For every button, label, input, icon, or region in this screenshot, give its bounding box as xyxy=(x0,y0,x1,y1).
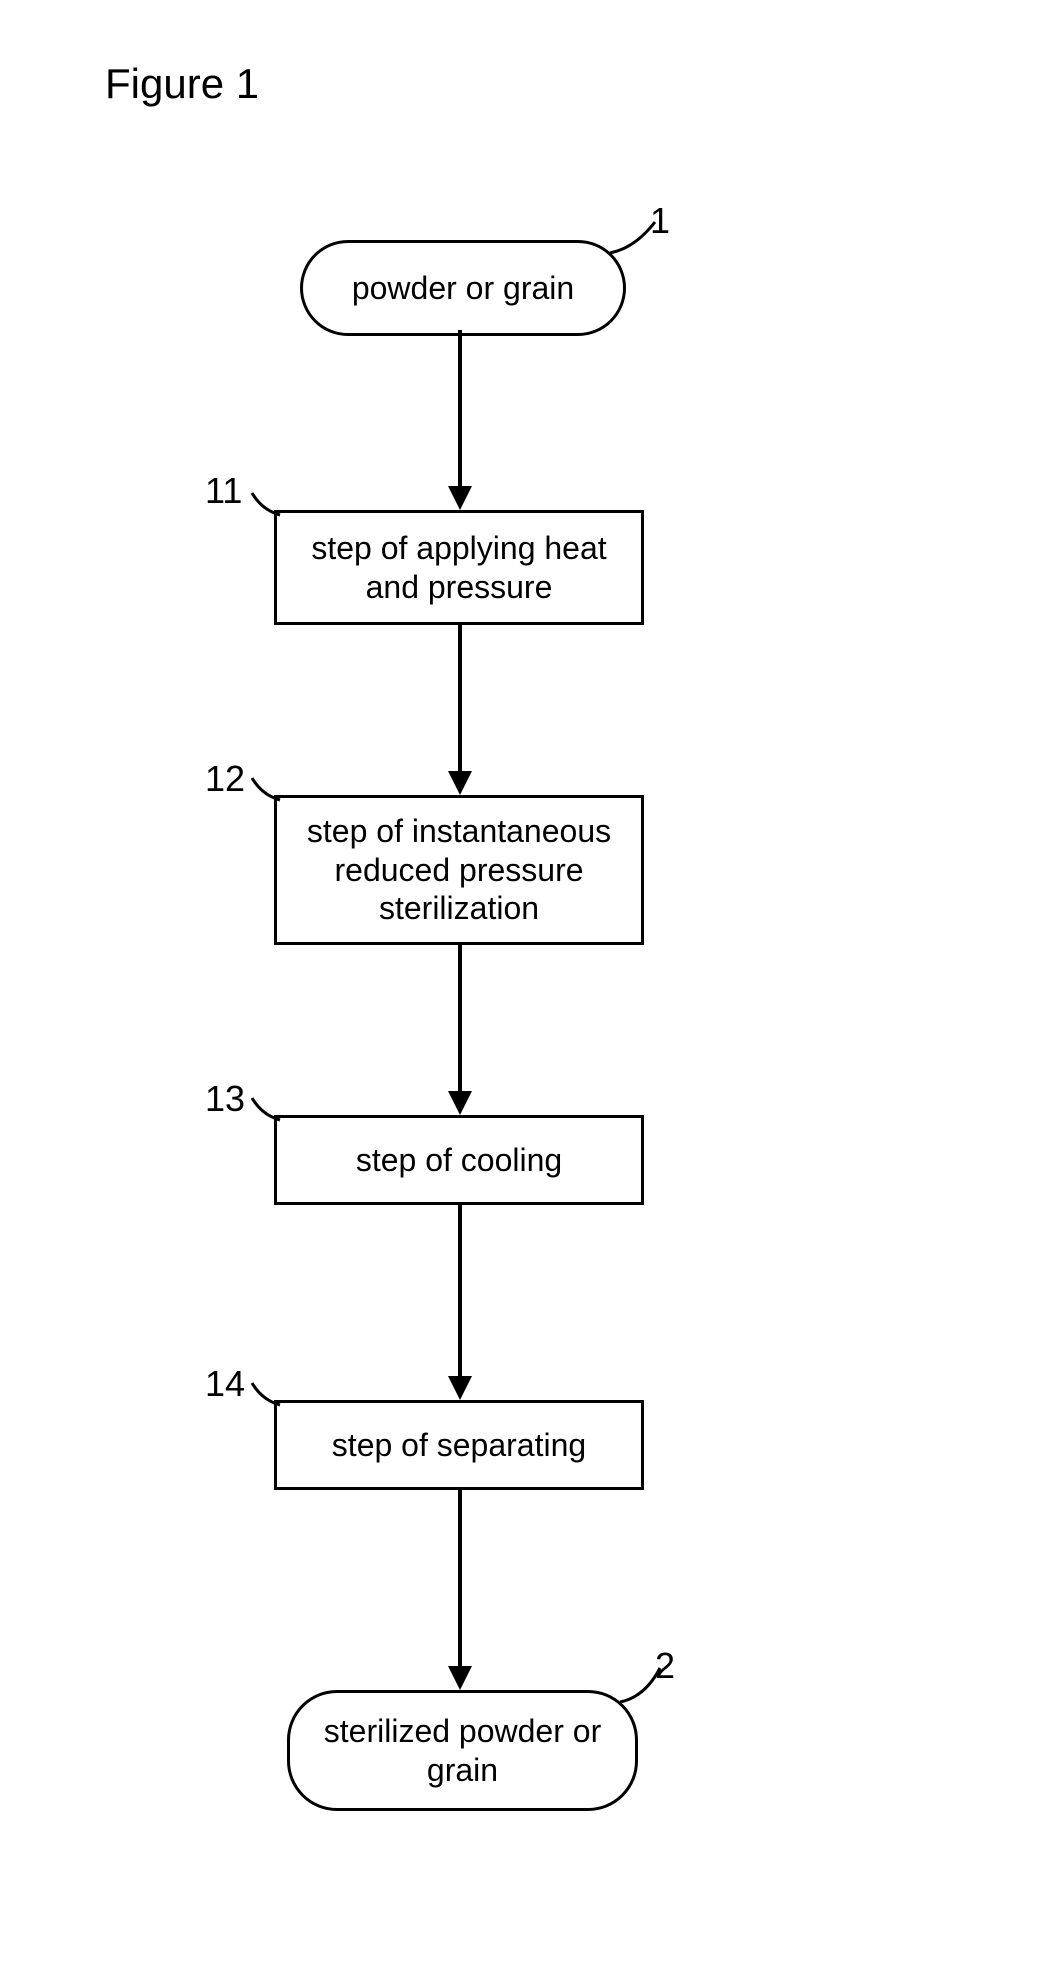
flowchart-container: Figure 1 powder or grain 1 step of apply… xyxy=(0,0,1037,1975)
arrow-14-2 xyxy=(0,0,1037,1975)
